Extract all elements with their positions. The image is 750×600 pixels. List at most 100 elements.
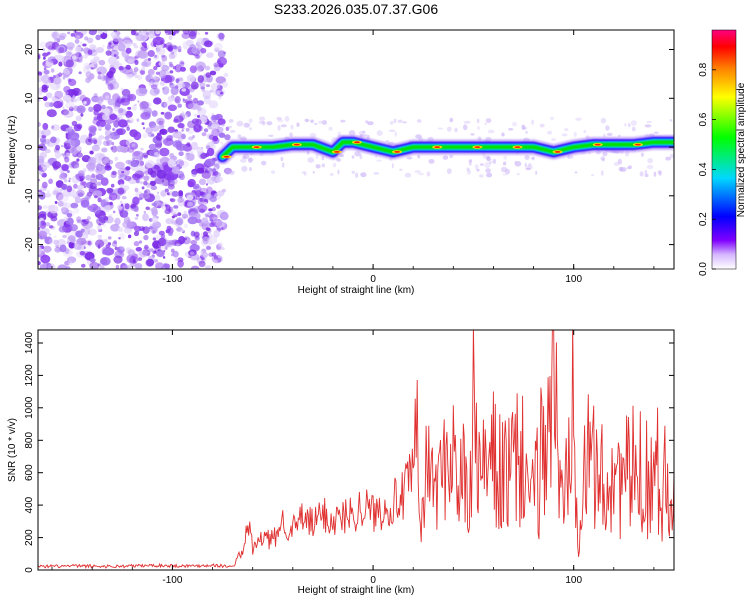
- noise-speckle: [65, 51, 72, 57]
- noise-speckle: [48, 238, 55, 245]
- ridge-haze: [466, 167, 470, 171]
- noise-speckle: [88, 157, 97, 166]
- noise-speckle: [120, 87, 124, 91]
- noise-speckle: [134, 59, 139, 65]
- ridge-haze: [630, 120, 637, 126]
- ridge-haze: [221, 123, 225, 127]
- noise-speckle: [206, 133, 214, 140]
- noise-speckle: [162, 86, 170, 95]
- noise-speckle: [74, 196, 82, 204]
- noise-speckle: [69, 243, 75, 249]
- noise-speckle: [52, 31, 60, 40]
- noise-speckle: [149, 248, 154, 252]
- noise-speckle: [203, 231, 208, 237]
- noise-speckle: [77, 44, 82, 48]
- noise-speckle: [107, 236, 112, 240]
- ridge-haze: [477, 126, 480, 130]
- noise-speckle: [184, 237, 187, 241]
- noise-speckle: [67, 260, 74, 266]
- noise-speckle: [137, 257, 143, 261]
- noise-speckle: [181, 88, 186, 92]
- ridge-haze: [600, 117, 607, 124]
- noise-speckle: [205, 72, 211, 78]
- noise-speckle: [79, 94, 87, 102]
- noise-speckle: [38, 205, 42, 211]
- noise-speckle: [211, 115, 219, 121]
- noise-speckle: [141, 42, 147, 47]
- noise-speckle: [200, 251, 209, 258]
- ridge-haze: [247, 158, 254, 162]
- noise-speckle: [39, 263, 48, 269]
- noise-speckle: [140, 69, 146, 75]
- noise-speckle: [45, 222, 51, 227]
- ridge-haze: [627, 123, 631, 128]
- noise-speckle: [68, 106, 74, 112]
- ridge-haze: [261, 160, 267, 166]
- noise-speckle: [135, 180, 140, 184]
- noise-speckle: [117, 226, 124, 233]
- ridge-haze: [321, 163, 326, 168]
- ridge-haze: [485, 168, 491, 174]
- ridge-haze: [624, 123, 627, 127]
- ridge-haze: [394, 131, 397, 137]
- noise-speckle: [150, 185, 158, 191]
- noise-speckle: [72, 95, 76, 99]
- noise-speckle: [135, 34, 146, 42]
- noise-speckle: [170, 86, 179, 96]
- y-tick-label: -10: [24, 188, 35, 203]
- colorbar-label: Normalized spectral amplitude: [736, 82, 747, 217]
- noise-speckle: [225, 126, 230, 131]
- ridge-haze: [631, 126, 636, 132]
- noise-speckle: [134, 74, 139, 79]
- ridge-haze: [280, 156, 284, 162]
- noise-speckle: [139, 240, 142, 244]
- noise-speckle: [89, 178, 98, 184]
- noise-speckle: [156, 249, 165, 257]
- ridge-haze: [484, 162, 491, 168]
- noise-speckle: [195, 61, 206, 70]
- noise-speckle: [143, 107, 153, 116]
- noise-speckle: [144, 101, 152, 108]
- noise-speckle: [165, 112, 171, 118]
- noise-speckle: [171, 166, 180, 175]
- noise-speckle: [224, 134, 231, 141]
- noise-speckle: [103, 76, 108, 80]
- noise-speckle: [104, 123, 112, 131]
- noise-speckle: [204, 169, 208, 173]
- noise-speckle: [139, 160, 145, 166]
- noise-speckle: [73, 98, 78, 103]
- noise-speckle: [165, 32, 169, 36]
- noise-speckle: [117, 187, 125, 195]
- noise-speckle: [139, 249, 149, 258]
- noise-speckle: [122, 264, 131, 269]
- noise-speckle: [74, 38, 80, 44]
- noise-speckle: [133, 230, 140, 237]
- noise-speckle: [159, 128, 168, 135]
- noise-speckle: [144, 170, 150, 175]
- noise-speckle: [74, 128, 78, 132]
- noise-speckle: [70, 238, 76, 244]
- noise-speckle: [89, 258, 96, 263]
- noise-speckle: [110, 183, 115, 188]
- noise-speckle: [112, 210, 116, 214]
- noise-speckle: [62, 94, 72, 102]
- noise-speckle: [177, 122, 185, 129]
- noise-speckle: [124, 203, 130, 210]
- noise-speckle: [202, 221, 211, 228]
- snr-frame: [37, 329, 675, 571]
- noise-speckle: [77, 170, 85, 177]
- noise-speckle: [85, 174, 92, 181]
- noise-speckle: [76, 158, 80, 162]
- noise-speckle: [160, 234, 166, 239]
- noise-speckle: [139, 106, 144, 111]
- noise-speckle: [221, 212, 228, 220]
- ridge-haze: [236, 120, 244, 127]
- noise-speckle: [76, 105, 86, 114]
- noise-speckle: [211, 128, 220, 138]
- ridge-haze: [626, 166, 632, 170]
- noise-speckle: [54, 201, 58, 204]
- ridge-haze: [416, 119, 422, 123]
- noise-speckle: [67, 31, 71, 35]
- noise-speckle: [178, 190, 184, 197]
